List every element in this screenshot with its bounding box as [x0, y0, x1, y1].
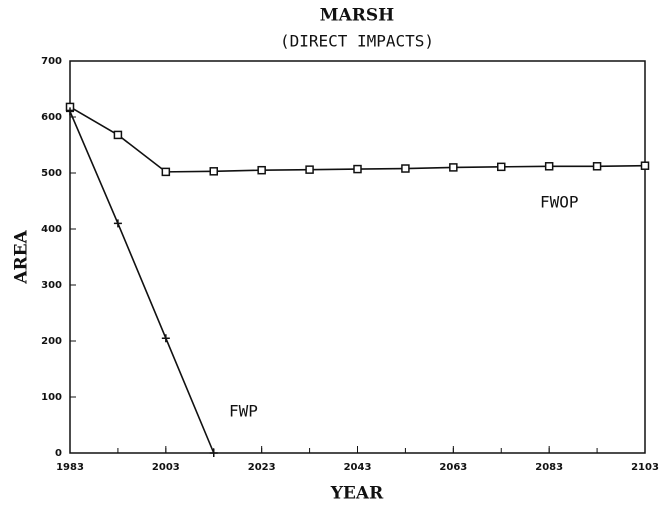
y-tick-label: 700 — [41, 56, 62, 67]
chart-subtitle: (DIRECT IMPACTS) — [280, 32, 434, 51]
marker — [497, 162, 506, 172]
marker — [209, 449, 218, 457]
x-tick-label: 2023 — [248, 462, 276, 473]
plot-frame — [69, 60, 646, 454]
marker — [353, 164, 362, 174]
y-tick-label: 200 — [41, 336, 62, 347]
series-label: FWOP — [540, 193, 579, 212]
marker — [113, 219, 122, 228]
marker — [113, 130, 123, 140]
x-tick-label: 2043 — [344, 462, 372, 473]
series-line — [69, 106, 646, 173]
marker — [209, 167, 218, 176]
marker — [449, 163, 458, 172]
marker — [257, 165, 266, 175]
y-tick-label: 100 — [41, 392, 62, 403]
marker — [640, 161, 650, 170]
marker — [401, 164, 410, 173]
y-tick-label: 300 — [41, 280, 62, 291]
y-tick-label: 600 — [41, 112, 62, 123]
marker — [544, 162, 554, 171]
marker — [592, 162, 602, 171]
marker — [161, 167, 171, 177]
x-tick-label: 2003 — [152, 462, 180, 473]
marker — [305, 165, 314, 174]
x-tick-label: 2083 — [535, 462, 563, 473]
marker — [161, 334, 170, 343]
y-axis-label: AREA — [12, 229, 32, 284]
y-tick-label: 0 — [55, 448, 62, 459]
x-tick-label: 2063 — [439, 462, 467, 473]
y-tick-label: 400 — [41, 224, 62, 235]
marker — [66, 107, 74, 116]
series-label: FWP — [229, 402, 258, 421]
x-tick-label: 2103 — [631, 462, 659, 473]
chart-title: MARSH — [320, 6, 394, 26]
series-line — [69, 111, 215, 454]
y-tick-label: 500 — [41, 168, 62, 179]
x-axis-label: YEAR — [330, 484, 384, 504]
x-tick-label: 1983 — [56, 462, 84, 473]
